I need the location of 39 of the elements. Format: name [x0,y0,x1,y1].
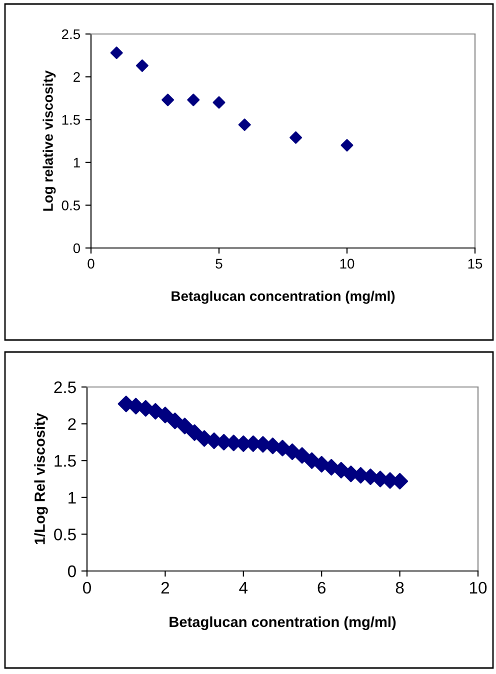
point [166,412,184,430]
y-axis-title: Log relative viscosity [42,70,56,211]
point [294,447,310,464]
y-tick-label: 2 [74,72,80,82]
y-tick-label: 0 [73,243,80,254]
point [136,59,148,72]
point [290,131,302,144]
y-tick-label: 2.5 [54,381,76,394]
x-tick-label: 0 [88,258,94,269]
y-tick-label: 1.5 [54,455,76,467]
x-axis-title: Betaglucan conentration (mg/ml) [170,616,396,630]
point [186,424,203,441]
point [212,96,226,109]
point [110,46,123,60]
x-tick-label: 5 [216,258,222,269]
x-tick-label: 0 [83,582,91,594]
x-tick-label: 2 [161,582,169,594]
y-tick-label: 1 [74,158,80,168]
y-tick-label: 1.5 [62,115,80,125]
y-axis-title: 1/Log Rel viscosity [34,413,48,544]
y-tick-label: 1 [68,492,76,504]
x-tick-label: 8 [396,582,404,594]
x-axis-title: Betaglucan concentration (mg/ml) [172,290,395,304]
y-tick-label: 2 [68,418,76,430]
point [187,94,200,106]
x-tick-label: 6 [318,582,326,594]
y-tick-label: 0 [68,565,76,578]
x-tick-label: 10 [340,258,354,269]
x-tick-label: 4 [239,582,248,594]
point [238,118,251,131]
point [162,94,174,106]
point [156,406,174,424]
x-tick-label: 10 [470,582,487,594]
point [340,139,354,152]
x-tick-label: 15 [468,258,482,269]
point [176,418,194,434]
y-tick-label: 2.5 [62,29,80,40]
y-tick-label: 0.5 [62,200,80,210]
y-tick-label: 0.5 [54,528,76,540]
